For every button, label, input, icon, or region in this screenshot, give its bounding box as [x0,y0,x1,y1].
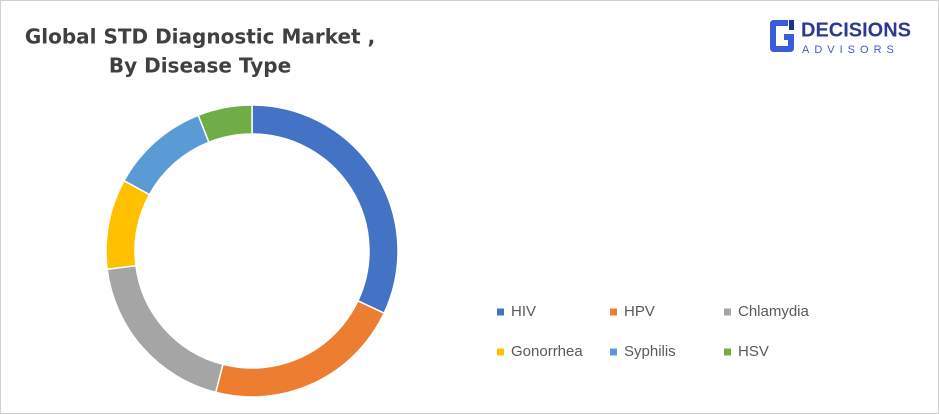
legend-label: HPV [624,303,655,320]
logo: DECISIONS ADVISORS [770,19,911,56]
chart-title: By Disease Type [109,54,291,78]
legend-label: Chlamydia [738,303,810,320]
legend-label: Gonorrhea [511,343,583,360]
legend-swatch [610,308,617,316]
legend-label: HSV [738,343,769,360]
logo-icon [770,20,794,52]
chart-title: Global STD Diagnostic Market , [25,25,375,49]
legend-swatch [724,348,731,356]
logo-tagline: ADVISORS [802,44,899,56]
legend-swatch [497,348,504,356]
legend-swatch [497,308,504,316]
logo-name: DECISIONS [801,19,911,41]
logo-icon [789,20,794,30]
legend-label: HIV [511,303,536,320]
legend-swatch [724,308,731,316]
legend-label: Syphilis [624,343,676,360]
donut-segment [197,104,253,144]
legend-swatch [610,348,617,356]
